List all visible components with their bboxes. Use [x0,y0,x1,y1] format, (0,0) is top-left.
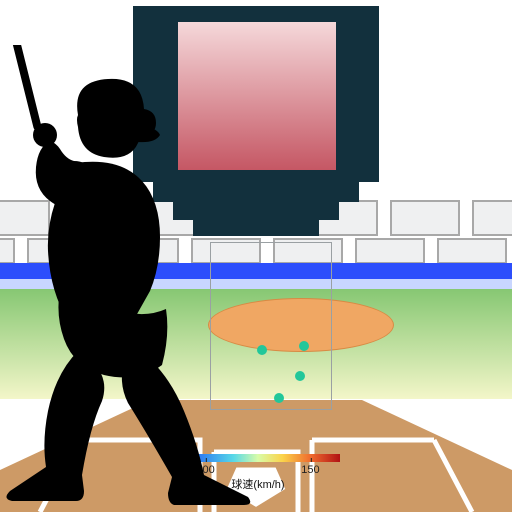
batter-silhouette [0,45,280,505]
colorbar-tick: 150 [301,462,319,474]
pitch-point [299,341,309,351]
pitch-point [295,371,305,381]
colorbar-tick-label: 150 [301,464,319,476]
stage: 100150 球速(km/h) [0,0,512,512]
